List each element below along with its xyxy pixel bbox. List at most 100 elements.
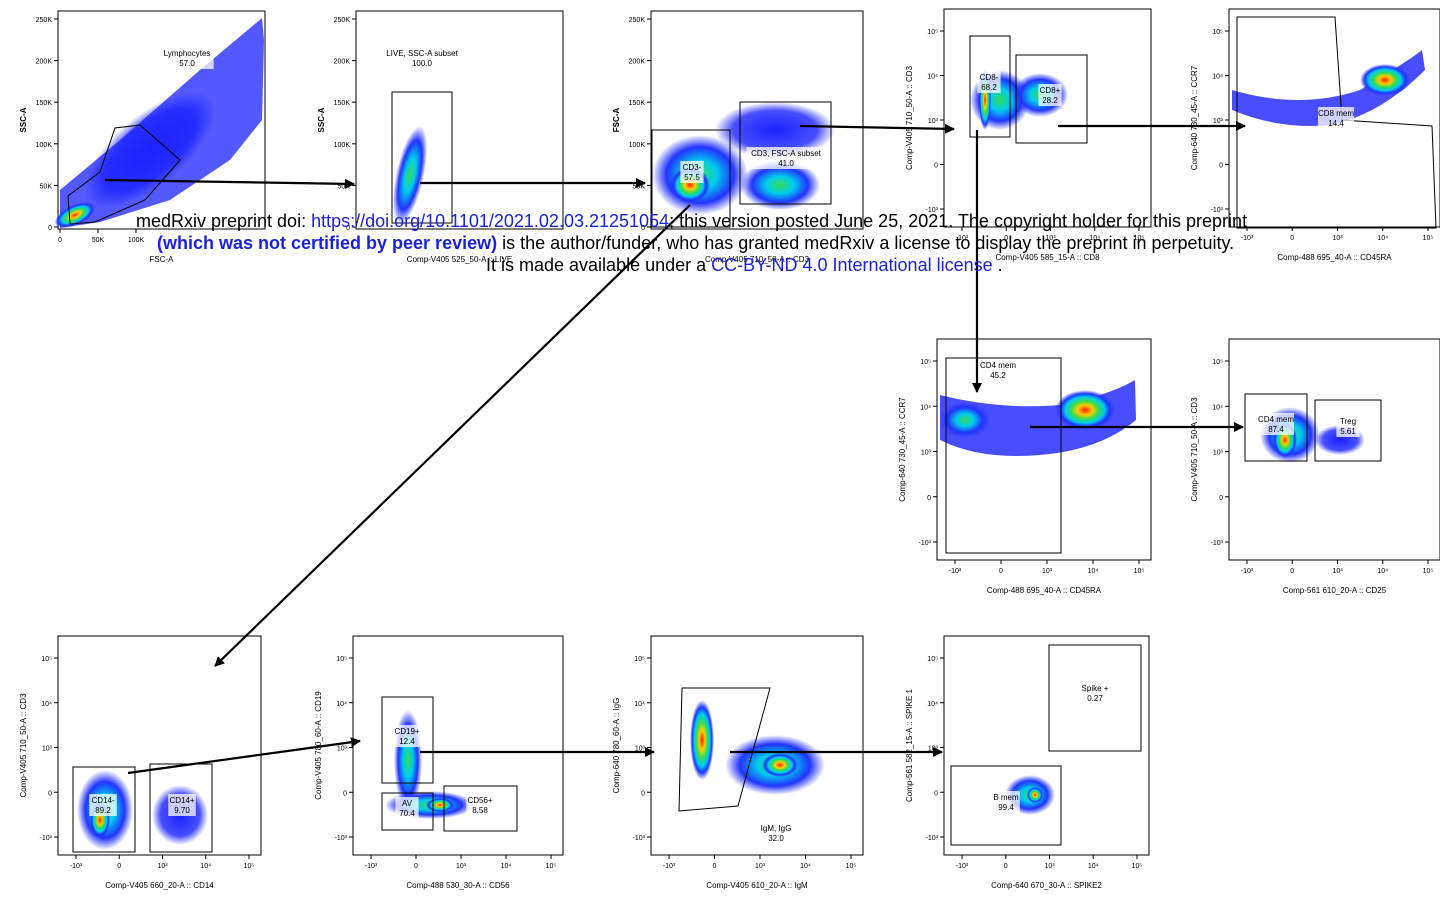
plot-panel-p4 — [940, 8, 1152, 231]
x-tick-label: 0 — [1290, 235, 1294, 242]
y-axis-label: Comp-561 582_15-A :: SPIKE 1 — [905, 688, 914, 802]
gate-percentage: 68.2 — [981, 83, 997, 92]
gate-name: CD3, FSC-A subset — [751, 149, 822, 158]
x-tick-label: -10³ — [956, 235, 969, 242]
y-tick-label: 50K — [40, 183, 53, 190]
x-tick-label: 10⁴ — [1088, 863, 1099, 870]
y-axis-label: FSC-A — [612, 108, 621, 133]
x-tick-label: 10³ — [157, 863, 168, 870]
gate-percentage: 41.0 — [778, 159, 794, 168]
gate-name: B mem — [993, 793, 1019, 802]
y-axis-label: SSC-A — [19, 107, 28, 132]
y-tick-label: 10⁴ — [1212, 74, 1223, 81]
gate-percentage: 57.5 — [684, 173, 700, 182]
y-tick-label: 10³ — [635, 746, 646, 753]
y-tick-label: 10⁵ — [1212, 29, 1223, 36]
plot-panel-p6 — [933, 338, 1152, 564]
x-axis-label: Comp-V405 525_50-A :: LIVE — [407, 255, 512, 264]
x-axis-label: Comp-V405 610_20-A :: IgM — [706, 881, 808, 890]
x-axis-label: Comp-640 670_30-A :: SPIKE2 — [991, 881, 1102, 890]
x-tick-label: -10³ — [956, 863, 969, 870]
gate-name: CD4 mem — [980, 361, 1016, 370]
y-tick-label: 10⁴ — [927, 74, 938, 81]
y-tick-label: 10⁵ — [1212, 359, 1223, 366]
x-tick-label: 10⁴ — [501, 863, 512, 870]
doi-link[interactable]: https://doi.org/10.1101/2021.02.03.21251… — [311, 211, 670, 231]
gate-percentage: 89.2 — [95, 806, 111, 815]
license-link[interactable]: CC-BY-ND 4.0 International license — [711, 255, 993, 275]
plot-panel-p8 — [54, 635, 262, 859]
x-axis-label: FSC-A — [150, 255, 175, 264]
peer-review-note: (which was not certified by peer review) — [157, 233, 498, 253]
y-axis-label: Comp-V405 710_50-A :: CD3 — [905, 65, 914, 170]
y-tick-label: 150K — [629, 100, 646, 107]
doi-suffix: ; this version posted June 25, 2021. The… — [669, 211, 1248, 231]
x-tick-label: -10³ — [949, 568, 962, 575]
y-axis-label: Comp-V405 710_50-A :: CD3 — [19, 693, 28, 798]
y-tick-label: -10³ — [335, 835, 348, 842]
y-tick-label: 150K — [334, 100, 351, 107]
plot-frame — [355, 10, 564, 230]
gate-name: Treg — [1340, 417, 1356, 426]
gate-name: AV — [402, 799, 413, 808]
y-tick-label: 250K — [629, 17, 646, 24]
y-tick-label: 250K — [334, 17, 351, 24]
y-tick-label: -10³ — [919, 540, 932, 547]
plot-frame — [57, 635, 262, 856]
y-tick-label: -10³ — [40, 835, 53, 842]
y-tick-label: 10⁵ — [634, 656, 645, 663]
gate-name: CD14- — [91, 796, 114, 805]
x-tick-label: 0 — [117, 863, 121, 870]
x-tick-label: 10⁴ — [1089, 235, 1100, 242]
plot-frame — [1228, 8, 1440, 228]
y-tick-label: 10³ — [337, 746, 348, 753]
gate-percentage: 9.70 — [174, 806, 190, 815]
y-tick-label: 10³ — [921, 450, 932, 457]
gate-percentage: 100.0 — [412, 59, 433, 68]
y-tick-label: 10⁴ — [634, 701, 645, 708]
x-tick-label: -10³ — [70, 863, 83, 870]
y-tick-label: 0 — [1219, 163, 1223, 170]
y-tick-label: 10⁴ — [927, 701, 938, 708]
x-tick-label: -10³ — [663, 863, 676, 870]
gate-outlines — [67, 16, 1437, 853]
gate-name: Spike + — [1082, 684, 1109, 693]
y-tick-label: 10⁴ — [1212, 404, 1223, 411]
y-tick-label: 0 — [934, 163, 938, 170]
plot-frame — [943, 635, 1150, 856]
x-tick-label: 10⁵ — [244, 863, 255, 870]
gate-name: CD4 mem — [1258, 415, 1294, 424]
x-tick-label: 10⁴ — [200, 863, 211, 870]
plot-panel-p1 — [54, 10, 266, 233]
x-tick-label: 10⁴ — [1377, 235, 1388, 242]
x-tick-label: 10⁵ — [1132, 863, 1143, 870]
y-axis-label: Comp-640 730_45-A :: CCR7 — [898, 397, 907, 502]
x-tick-label: 0 — [1290, 568, 1294, 575]
y-tick-label: -10³ — [1211, 207, 1224, 214]
y-tick-label: 10⁵ — [41, 656, 52, 663]
gate-name: IgM, IgG — [761, 824, 792, 833]
x-axis-label: Comp-488 695_40-A :: CD45RA — [1277, 253, 1392, 262]
y-tick-label: 150K — [36, 100, 53, 107]
y-tick-label: 10⁴ — [41, 701, 52, 708]
x-tick-label: 10³ — [755, 863, 766, 870]
y-tick-label: 200K — [36, 59, 53, 66]
x-tick-label: 10³ — [1045, 235, 1056, 242]
x-tick-label: -10³ — [1241, 568, 1254, 575]
y-tick-label: 50K — [633, 183, 646, 190]
y-axis-label: Comp-V405 710_50-A :: CD3 — [1190, 397, 1199, 502]
x-tick-label: 10⁵ — [546, 863, 557, 870]
y-tick-label: 10⁴ — [920, 404, 931, 411]
x-axis-label: Comp-488 530_30-A :: CD56 — [406, 881, 510, 890]
y-tick-label: 200K — [334, 59, 351, 66]
gate-name: Lymphocytes — [164, 49, 211, 58]
x-tick-label: 10⁴ — [800, 863, 811, 870]
gate-percentage: 14.4 — [1328, 119, 1344, 128]
x-tick-label: 10³ — [1332, 568, 1343, 575]
preprint-notice-line-2: (which was not certified by peer review)… — [157, 233, 1440, 254]
y-tick-label: 100K — [36, 142, 53, 149]
gate-percentage: 70.4 — [399, 809, 415, 818]
plot-frame — [57, 10, 266, 230]
y-tick-label: 10⁵ — [927, 29, 938, 36]
y-axis-label: Comp-640 730_45-A :: CCR7 — [1190, 65, 1199, 170]
